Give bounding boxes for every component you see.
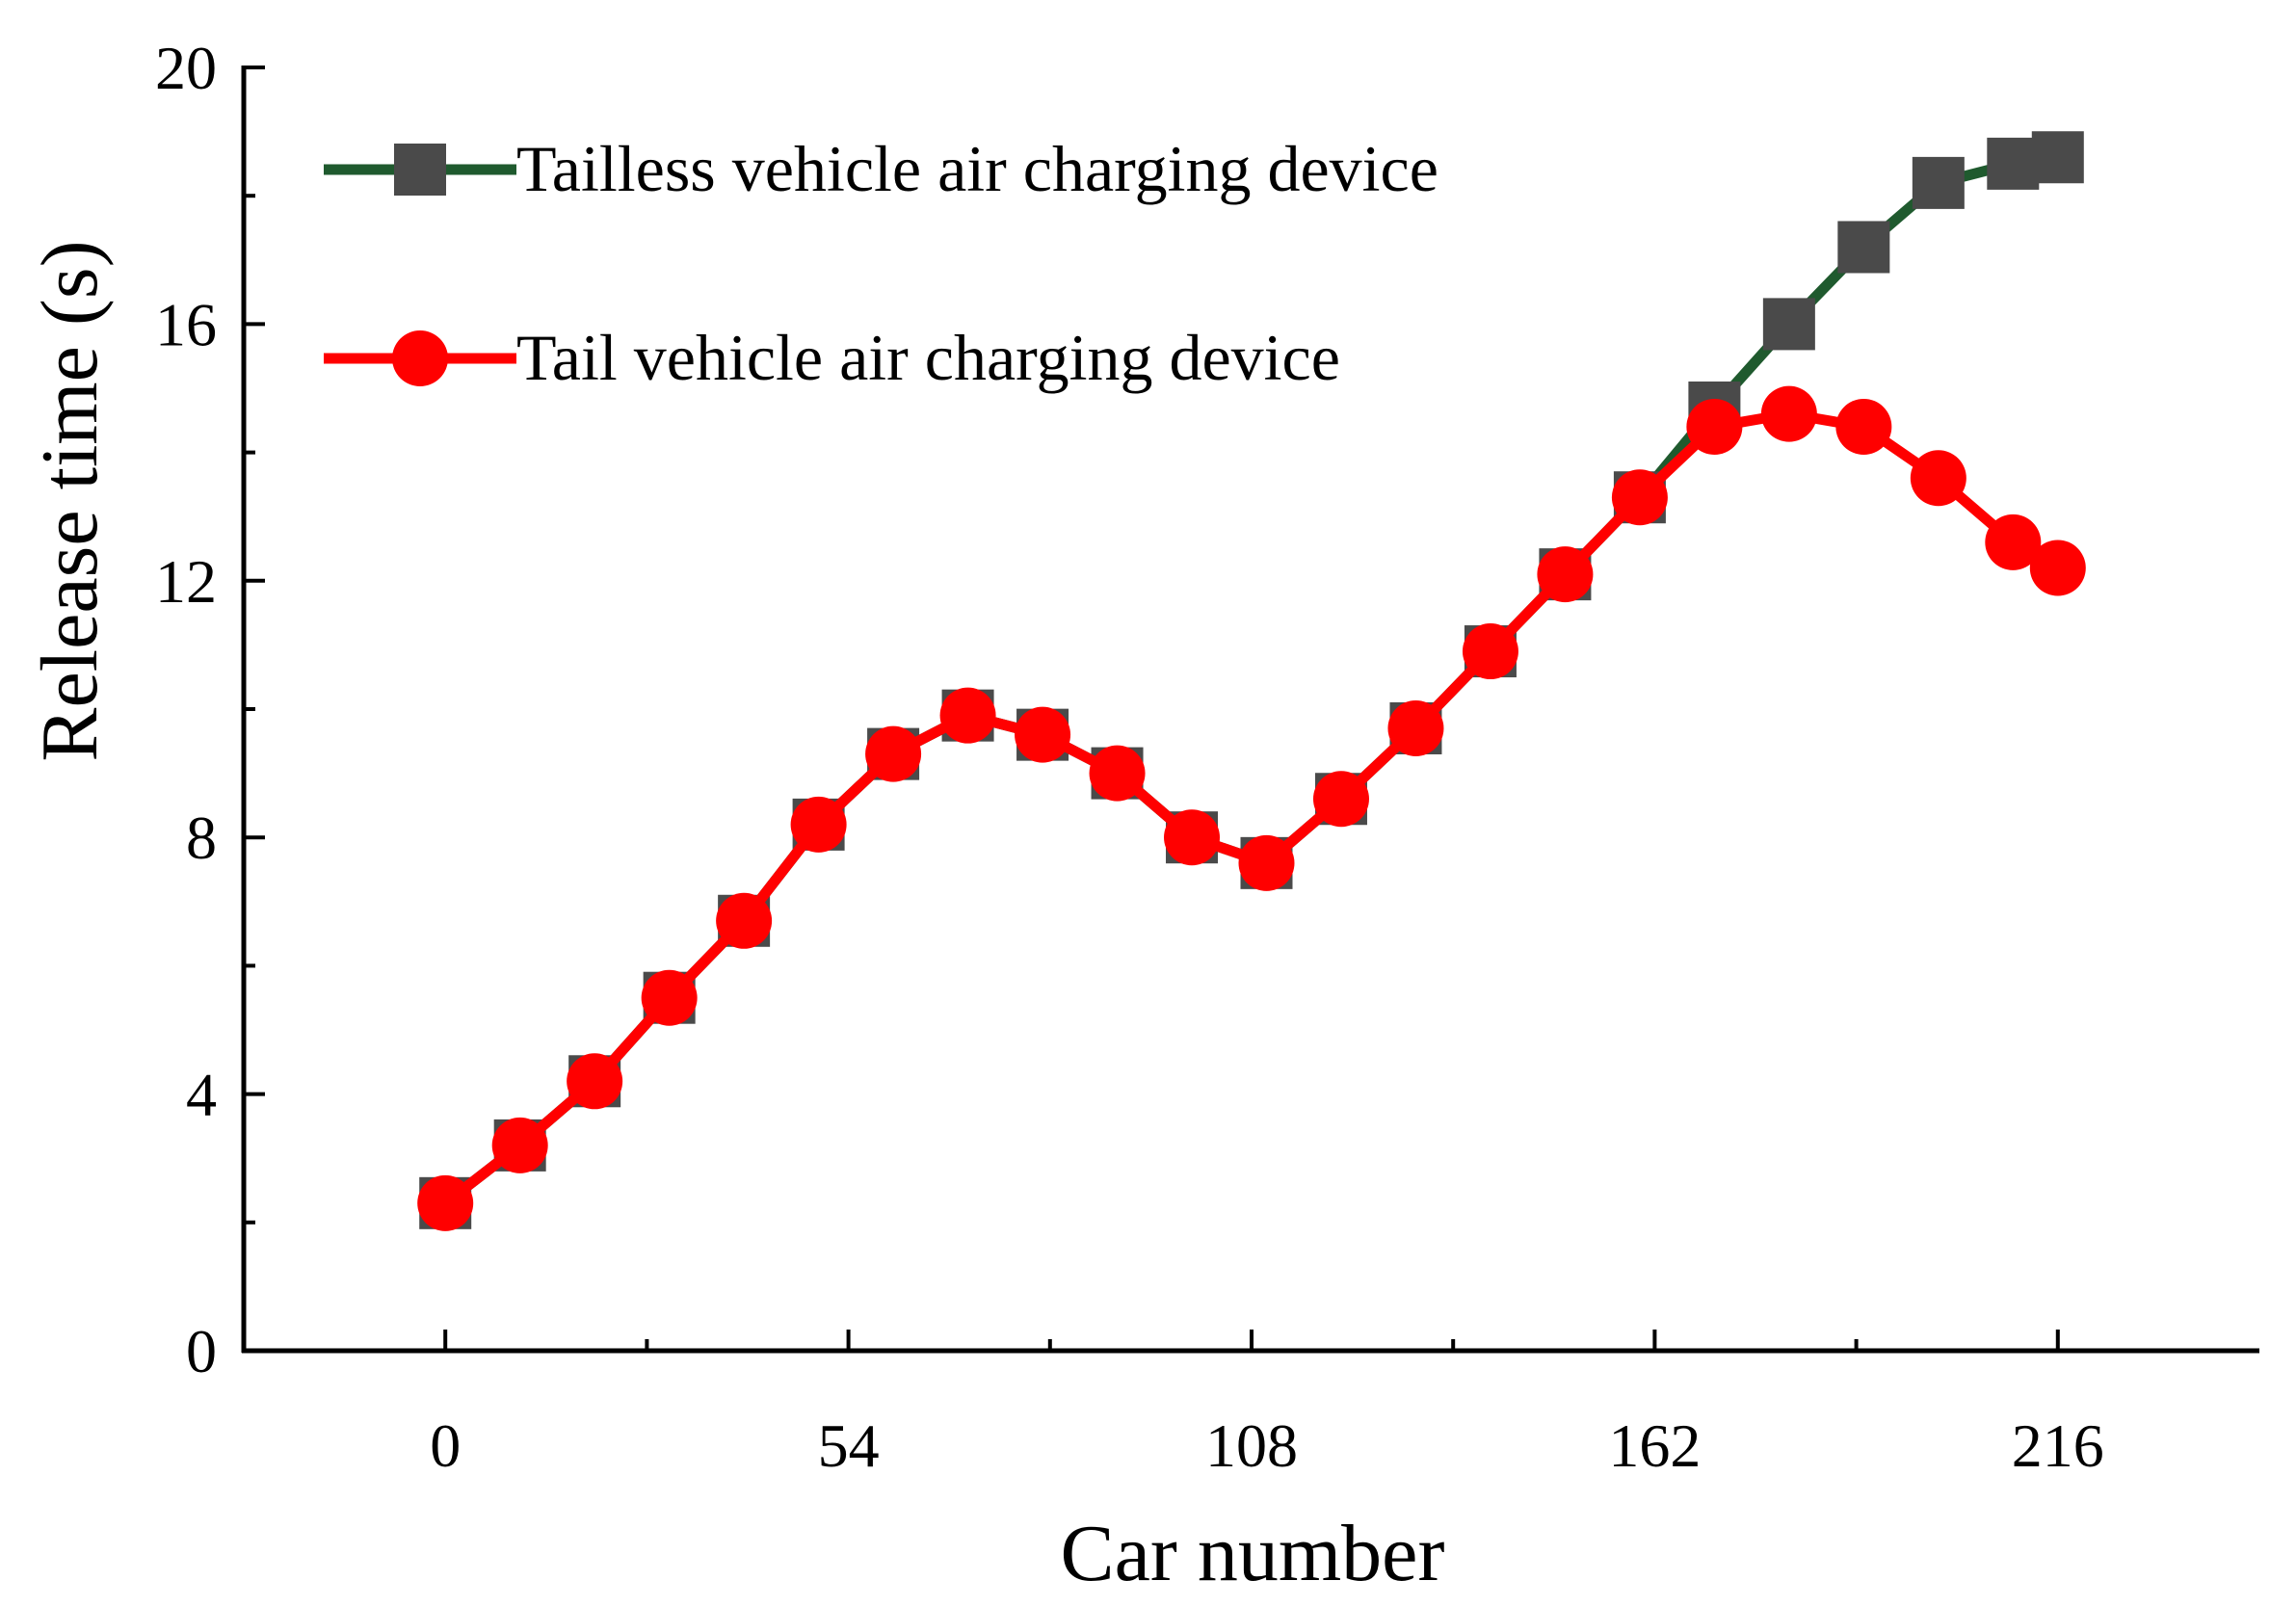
data-point: [1987, 137, 2040, 190]
x-tick-label: 162: [1608, 1411, 1701, 1480]
x-tick-label: 54: [818, 1411, 880, 1480]
legend-item: Tail vehicle air charging device: [324, 321, 1340, 394]
series-layer: [417, 131, 2086, 1231]
legend: Tailless vehicle air charging device Tail…: [324, 132, 1438, 394]
data-point: [641, 969, 698, 1026]
y-axis-label: Release time (s): [25, 240, 115, 761]
y-tick-label: 16: [155, 290, 217, 358]
y-tick-label: 0: [186, 1317, 217, 1385]
data-point: [1537, 546, 1594, 603]
legend-label: Tail vehicle air charging device: [516, 321, 1340, 394]
data-point: [1762, 298, 1815, 351]
y-tick-label: 20: [155, 34, 217, 102]
x-axis-label: Car number: [1061, 1509, 1445, 1598]
series-1: [419, 131, 2084, 1229]
legend-marker: [392, 330, 448, 386]
legend-marker: [394, 144, 446, 196]
data-point: [1910, 450, 1966, 507]
data-point: [1837, 221, 1890, 274]
y-tick-label: 4: [186, 1061, 217, 1129]
data-point: [1835, 398, 1892, 455]
series-2: [417, 385, 2086, 1231]
data-point: [2031, 131, 2084, 184]
y-ticks: 0 4 8 12 16 20: [155, 34, 265, 1385]
data-point: [1015, 706, 1071, 763]
data-point: [1760, 385, 1817, 442]
x-tick-label: 216: [2012, 1411, 2104, 1480]
data-point: [790, 796, 847, 853]
data-point: [865, 725, 922, 782]
legend-label: Tailless vehicle air charging device: [516, 132, 1438, 205]
data-point: [1912, 156, 1965, 209]
x-tick-label: 108: [1205, 1411, 1298, 1480]
series-line: [441, 151, 2059, 1208]
y-tick-label: 8: [186, 804, 217, 872]
x-tick-label: 0: [430, 1411, 461, 1480]
series-line: [441, 408, 2061, 1208]
data-point: [417, 1174, 474, 1231]
data-point: [1238, 834, 1295, 891]
data-point: [1387, 699, 1444, 756]
data-point: [2029, 540, 2086, 596]
x-ticks: 0 54 108 162 216: [430, 1330, 2104, 1480]
data-point: [491, 1117, 548, 1173]
data-point: [716, 892, 773, 949]
data-point: [1462, 623, 1518, 680]
data-point: [567, 1053, 623, 1110]
y-tick-label: 12: [155, 547, 217, 616]
data-point: [1611, 469, 1668, 526]
data-point: [1089, 745, 1146, 802]
data-point: [939, 687, 996, 744]
data-point: [1312, 771, 1369, 828]
legend-item: Tailless vehicle air charging device: [324, 132, 1438, 205]
data-point: [1686, 398, 1743, 455]
data-point: [1985, 514, 2042, 570]
data-point: [1164, 809, 1221, 866]
